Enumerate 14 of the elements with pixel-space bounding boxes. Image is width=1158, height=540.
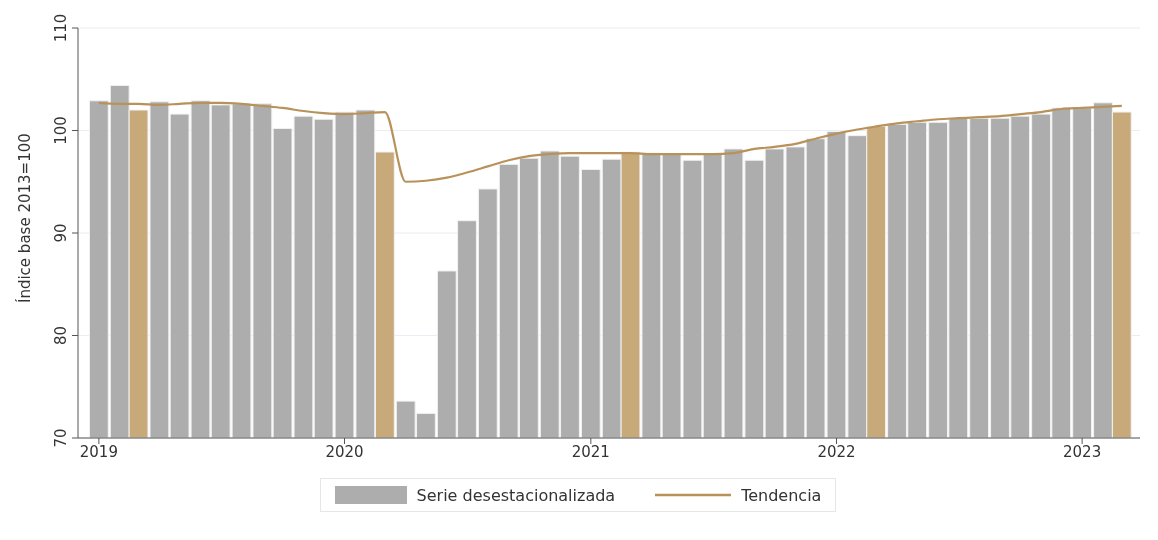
y-tick-label: 70 [52, 428, 70, 448]
x-tick-label: 2021 [571, 442, 610, 461]
y-tick-label: 90 [52, 223, 70, 243]
x-tick-label: 2020 [325, 442, 364, 461]
y-tick-label: 110 [52, 13, 70, 43]
y-tick-label: 80 [52, 325, 70, 346]
text: Serie desestacionalizada [416, 485, 616, 505]
legend-label: Tendencia [741, 485, 822, 505]
y-tick-label: 100 [52, 116, 70, 145]
line-series [97, 101, 1123, 183]
x-tick-label: 2023 [1063, 442, 1102, 461]
x-tick-label: 2019 [79, 442, 118, 461]
x-tick-label: 2022 [817, 442, 856, 461]
y-axis-title: Índice base 2013=100 [15, 133, 35, 303]
